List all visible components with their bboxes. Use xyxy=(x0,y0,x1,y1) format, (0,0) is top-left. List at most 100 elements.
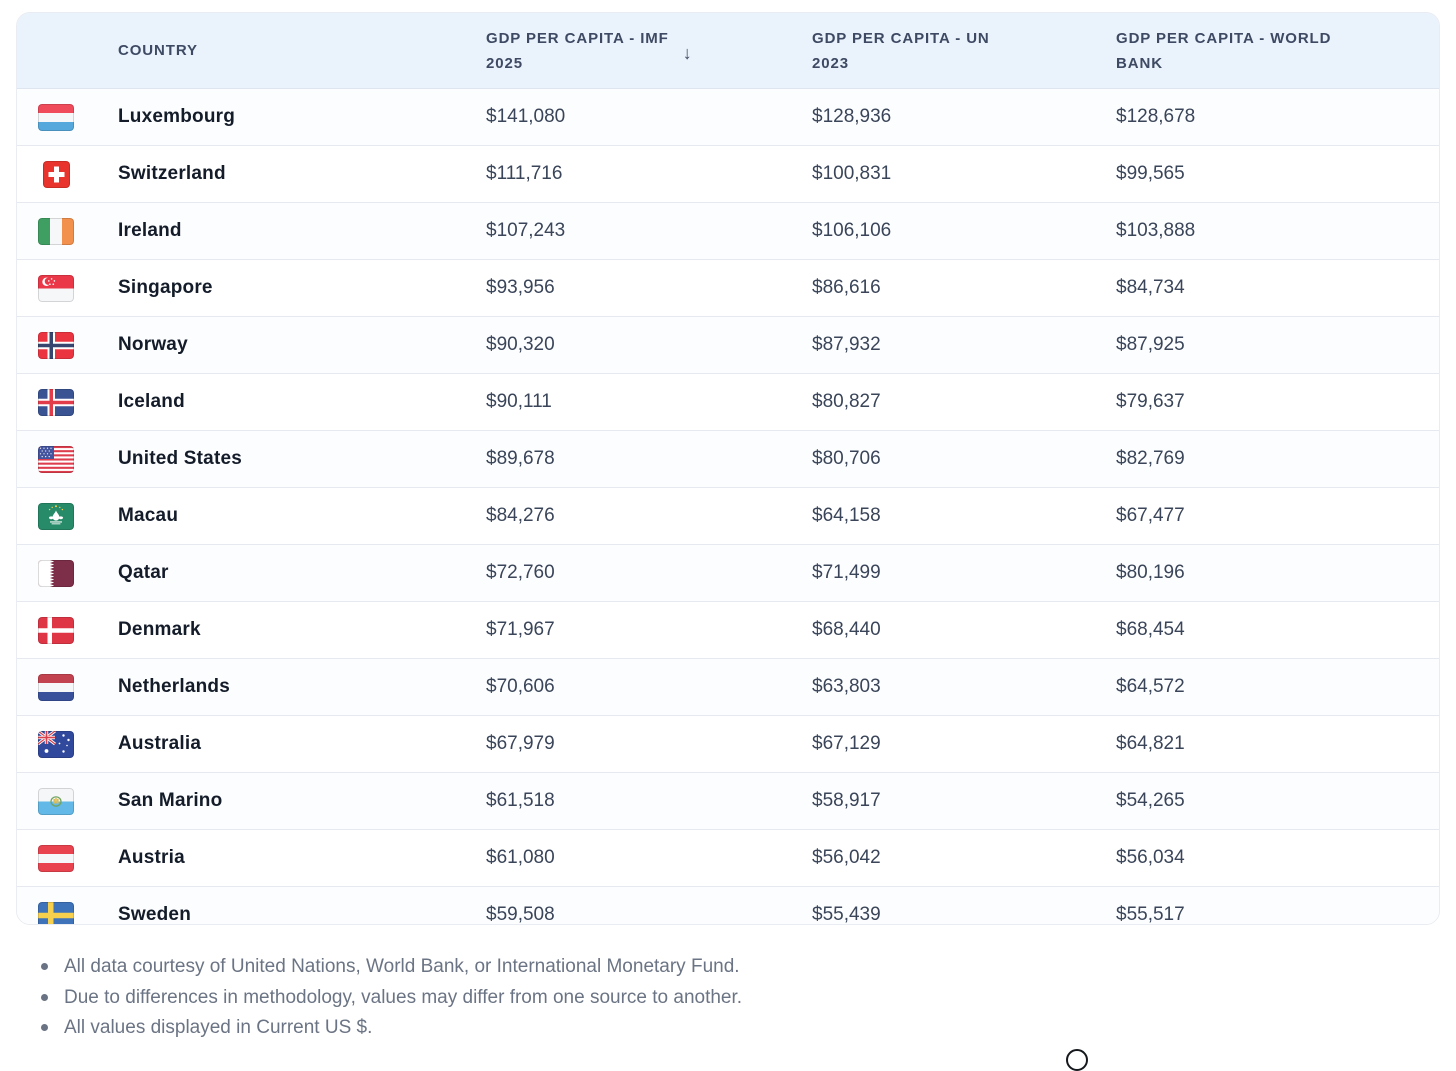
gdp-per-capita-table: COUNTRY GDP PER CAPITA - IMF 2025 ↓ GDP … xyxy=(16,12,1440,925)
table-row-macau: Macau $84,276 $64,158 $67,477 xyxy=(17,488,1439,545)
footnote-data-sources: All data courtesy of United Nations, Wor… xyxy=(40,956,742,978)
imf-2025-value: $93,956 xyxy=(486,277,555,298)
table-header-row: COUNTRY GDP PER CAPITA - IMF 2025 ↓ GDP … xyxy=(17,13,1439,89)
table-row-united-states: United States $89,678 $80,706 $82,769 xyxy=(17,431,1439,488)
denmark-flag-icon xyxy=(38,616,74,644)
country-name: Sweden xyxy=(118,904,191,925)
table-row-norway: Norway $90,320 $87,932 $87,925 xyxy=(17,317,1439,374)
country-name: Luxembourg xyxy=(118,106,236,127)
un-2023-value: $68,440 xyxy=(812,619,881,640)
table-row-qatar: Qatar $72,760 $71,499 $80,196 xyxy=(17,545,1439,602)
world-bank-value: $84,734 xyxy=(1116,277,1185,298)
country-name: Norway xyxy=(118,334,188,355)
world-bank-value: $67,477 xyxy=(1116,505,1185,526)
table-row-denmark: Denmark $71,967 $68,440 $68,454 xyxy=(17,602,1439,659)
macau-flag-icon xyxy=(38,502,74,530)
sort-descending-icon: ↓ xyxy=(682,43,693,63)
country-name: Ireland xyxy=(118,220,182,241)
imf-2025-value: $61,080 xyxy=(486,847,555,868)
switzerland-flag-icon xyxy=(43,160,70,188)
country-name: Netherlands xyxy=(118,676,231,697)
world-bank-value: $80,196 xyxy=(1116,562,1185,583)
imf-2025-value: $71,967 xyxy=(486,619,555,640)
table-row-iceland: Iceland $90,111 $80,827 $79,637 xyxy=(17,374,1439,431)
world-bank-value: $68,454 xyxy=(1116,619,1185,640)
imf-2025-value: $89,678 xyxy=(486,448,555,469)
un-2023-value: $80,706 xyxy=(812,448,881,469)
country-name: Iceland xyxy=(118,391,185,412)
column-header-world-bank[interactable]: GDP PER CAPITA - WORLD BANK xyxy=(1116,26,1439,76)
ireland-flag-icon xyxy=(38,217,74,245)
un-2023-value: $100,831 xyxy=(812,163,892,184)
table-row-netherlands: Netherlands $70,606 $63,803 $64,572 xyxy=(17,659,1439,716)
un-2023-value: $58,917 xyxy=(812,790,881,811)
un-2023-value: $55,439 xyxy=(812,904,881,925)
country-name: Australia xyxy=(118,733,202,754)
country-name: Macau xyxy=(118,505,179,526)
world-bank-value: $99,565 xyxy=(1116,163,1185,184)
un-2023-value: $63,803 xyxy=(812,676,881,697)
table-row-austria: Austria $61,080 $56,042 $56,034 xyxy=(17,830,1439,887)
world-bank-value: $54,265 xyxy=(1116,790,1185,811)
clipped-circle-icon xyxy=(1066,1049,1088,1071)
norway-flag-icon xyxy=(38,331,74,359)
austria-flag-icon xyxy=(38,844,74,872)
country-name: Austria xyxy=(118,847,185,868)
world-bank-value: $103,888 xyxy=(1116,220,1196,241)
table-row-sweden: Sweden $59,508 $55,439 $55,517 xyxy=(17,887,1439,925)
world-bank-value: $64,572 xyxy=(1116,676,1185,697)
table-row-switzerland: Switzerland $111,716 $100,831 $99,565 xyxy=(17,146,1439,203)
column-header-label: GDP PER CAPITA - WORLD xyxy=(1116,29,1332,47)
world-bank-value: $64,821 xyxy=(1116,733,1185,754)
un-2023-value: $128,936 xyxy=(812,106,892,127)
country-name: Denmark xyxy=(118,619,201,640)
column-header-label: 2023 xyxy=(812,54,849,72)
qatar-flag-icon xyxy=(38,559,74,587)
imf-2025-value: $90,111 xyxy=(486,391,552,412)
imf-2025-value: $72,760 xyxy=(486,562,555,583)
world-bank-value: $79,637 xyxy=(1116,391,1185,412)
column-header-label: GDP PER CAPITA - IMF xyxy=(486,29,669,47)
footnote-methodology: Due to differences in methodology, value… xyxy=(40,987,742,1009)
un-2023-value: $56,042 xyxy=(812,847,881,868)
table-row-san-marino: San Marino $61,518 $58,917 $54,265 xyxy=(17,773,1439,830)
column-header-label: COUNTRY xyxy=(118,42,198,59)
column-header-label: GDP PER CAPITA - UN xyxy=(812,29,990,47)
imf-2025-value: $84,276 xyxy=(486,505,555,526)
imf-2025-value: $59,508 xyxy=(486,904,555,925)
table-row-australia: Australia $67,979 $67,129 $64,821 xyxy=(17,716,1439,773)
table-row-ireland: Ireland $107,243 $106,106 $103,888 xyxy=(17,203,1439,260)
country-name: Switzerland xyxy=(118,163,226,184)
column-header-country[interactable]: COUNTRY xyxy=(118,38,486,63)
world-bank-value: $128,678 xyxy=(1116,106,1196,127)
column-header-un-2023[interactable]: GDP PER CAPITA - UN 2023 xyxy=(812,26,1116,76)
singapore-flag-icon xyxy=(38,274,74,302)
footnotes-list: All data courtesy of United Nations, Wor… xyxy=(40,956,742,1048)
un-2023-value: $64,158 xyxy=(812,505,881,526)
imf-2025-value: $111,716 xyxy=(486,163,563,184)
un-2023-value: $86,616 xyxy=(812,277,881,298)
un-2023-value: $106,106 xyxy=(812,220,892,241)
imf-2025-value: $61,518 xyxy=(486,790,555,811)
country-name: Singapore xyxy=(118,277,213,298)
san-marino-flag-icon xyxy=(38,787,74,815)
netherlands-flag-icon xyxy=(38,673,74,701)
world-bank-value: $82,769 xyxy=(1116,448,1185,469)
imf-2025-value: $90,320 xyxy=(486,334,555,355)
luxembourg-flag-icon xyxy=(38,103,74,131)
world-bank-value: $56,034 xyxy=(1116,847,1185,868)
table-row-luxembourg: Luxembourg $141,080 $128,936 $128,678 xyxy=(17,89,1439,146)
sweden-flag-icon xyxy=(38,901,74,924)
footnote-currency: All values displayed in Current US $. xyxy=(40,1017,742,1039)
country-name: Qatar xyxy=(118,562,169,583)
column-header-label: 2025 xyxy=(486,54,523,72)
world-bank-value: $87,925 xyxy=(1116,334,1185,355)
un-2023-value: $80,827 xyxy=(812,391,881,412)
imf-2025-value: $107,243 xyxy=(486,220,566,241)
table-row-singapore: Singapore $93,956 $86,616 $84,734 xyxy=(17,260,1439,317)
un-2023-value: $71,499 xyxy=(812,562,881,583)
imf-2025-value: $141,080 xyxy=(486,106,566,127)
column-header-imf-2025[interactable]: GDP PER CAPITA - IMF 2025 ↓ xyxy=(486,26,812,76)
un-2023-value: $67,129 xyxy=(812,733,881,754)
country-name: United States xyxy=(118,448,243,469)
